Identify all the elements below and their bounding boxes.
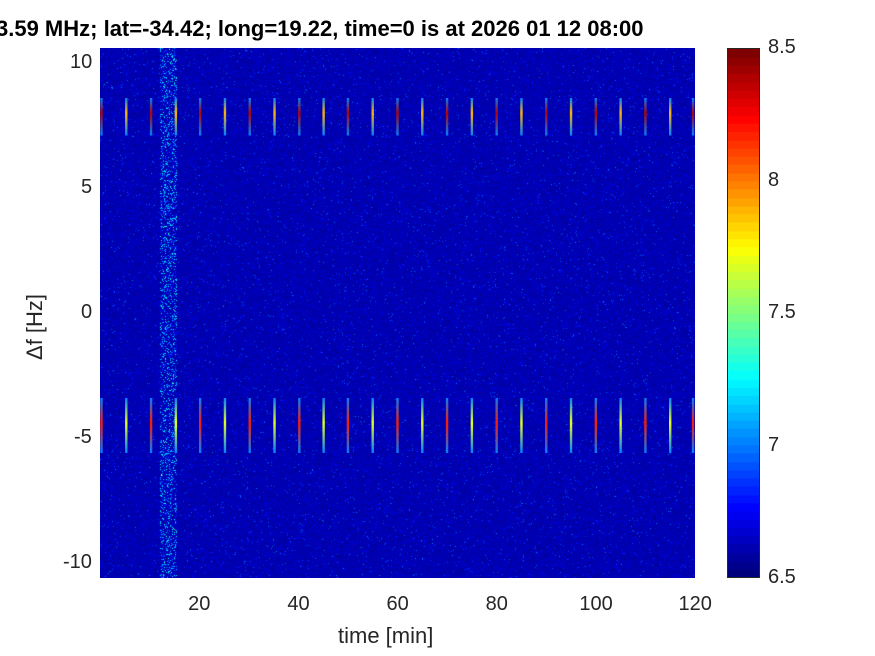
- signal-line: [322, 98, 325, 136]
- signal-line: [198, 398, 202, 453]
- signal-line: [298, 98, 301, 136]
- signal-line: [149, 98, 153, 136]
- signal-line: [248, 98, 251, 136]
- x-tick-label: 120: [678, 593, 712, 615]
- signal-line: [691, 98, 695, 136]
- x-tick-label: 20: [188, 593, 211, 615]
- signal-line: [619, 98, 622, 136]
- colorbar-tick-label: 7.5: [768, 301, 796, 323]
- signal-line: [273, 98, 276, 136]
- signal-line: [569, 398, 573, 453]
- x-tick-label: 100: [579, 593, 613, 615]
- signal-line: [669, 98, 672, 136]
- signal-line: [669, 398, 672, 453]
- colorbar-tick-label: 8: [768, 168, 780, 191]
- signal-line: [691, 398, 695, 453]
- signal-line: [371, 398, 374, 453]
- colorbar: [727, 48, 760, 578]
- y-tick-label: 10: [70, 51, 93, 73]
- x-axis-label: time [min]: [338, 623, 434, 648]
- signal-line: [298, 398, 301, 453]
- signal-line: [569, 98, 573, 136]
- signal-line: [421, 98, 424, 136]
- signal-line: [520, 98, 523, 136]
- signal-line: [421, 398, 424, 453]
- signal-line: [248, 398, 251, 453]
- x-tick-label: 40: [287, 593, 310, 615]
- chart-title: 3.59 MHz; lat=-34.42; long=19.22, time=0…: [0, 16, 644, 41]
- y-tick-label: 0: [81, 301, 93, 323]
- plot-area: [100, 48, 695, 578]
- y-tick-label: -5: [74, 426, 92, 448]
- signal-line: [545, 98, 548, 136]
- signal-line: [495, 98, 498, 136]
- signal-line: [396, 98, 399, 136]
- signal-line: [223, 98, 227, 136]
- signal-line: [125, 398, 128, 453]
- signal-line: [445, 398, 449, 453]
- signal-line: [223, 398, 227, 453]
- signal-line: [322, 398, 325, 453]
- signal-marks: [100, 98, 695, 453]
- signal-line: [594, 98, 598, 136]
- signal-line: [644, 398, 647, 453]
- spectrogram-heatmap: [100, 48, 695, 578]
- signal-line: [644, 98, 647, 136]
- signal-line: [470, 398, 474, 453]
- signal-line: [198, 98, 202, 136]
- signal-line: [100, 98, 103, 136]
- colorbar-tick-label: 8.5: [768, 36, 796, 58]
- signal-line: [396, 398, 399, 453]
- y-axis-label: Δf [Hz]: [22, 293, 47, 360]
- signal-line: [445, 98, 449, 136]
- x-tick-label: 80: [485, 593, 508, 615]
- signal-line: [125, 98, 128, 136]
- signal-line: [346, 98, 350, 136]
- signal-line: [100, 398, 103, 453]
- signal-line: [346, 398, 350, 453]
- y-tick-label: 5: [81, 176, 93, 198]
- signal-line: [594, 398, 598, 453]
- x-tick-label: 60: [386, 593, 409, 615]
- signal-line: [371, 98, 374, 136]
- signal-line: [470, 98, 474, 136]
- colorbar-tick-label: 6.5: [768, 566, 796, 588]
- signal-line: [520, 398, 523, 453]
- y-tick-label: -10: [63, 551, 92, 573]
- signal-line: [545, 398, 548, 453]
- colorbar-tick-label: 7: [768, 433, 780, 456]
- signal-line: [273, 398, 276, 453]
- signal-line: [149, 398, 153, 453]
- signal-line: [619, 398, 622, 453]
- signal-line: [174, 98, 178, 136]
- signal-line: [174, 398, 178, 453]
- signal-line: [495, 398, 498, 453]
